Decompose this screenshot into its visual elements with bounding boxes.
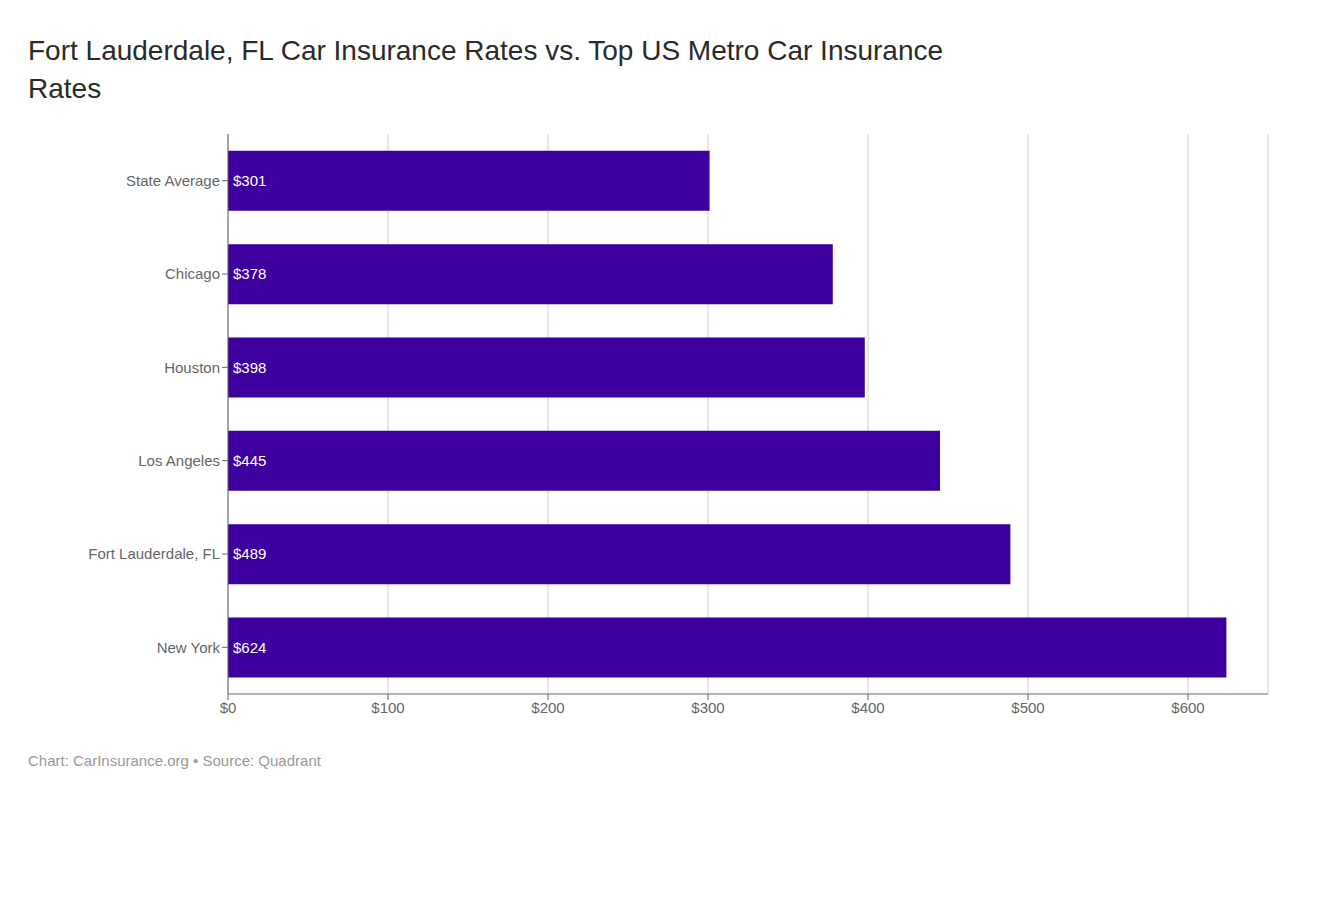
svg-text:$301: $301 — [233, 172, 266, 189]
svg-text:$500: $500 — [1011, 698, 1044, 715]
svg-text:$624: $624 — [233, 638, 266, 655]
html-text:Chart: CarInsurance.org • Sour: Chart: CarInsurance.org • Source: Quadra… — [28, 751, 321, 769]
svg-text:Los Angeles: Los Angeles — [138, 452, 220, 469]
svg-text:Houston: Houston — [164, 358, 220, 375]
svg-text:$445: $445 — [233, 452, 266, 469]
html-text:Rates: Rates — [28, 72, 102, 104]
svg-text:$489: $489 — [233, 545, 266, 562]
svg-text:$100: $100 — [371, 698, 404, 715]
svg-text:$378: $378 — [233, 265, 266, 282]
svg-text:$600: $600 — [1171, 698, 1204, 715]
html-text:Fort Lauderdale, FL Car Insura: Fort Lauderdale, FL Car Insurance Rates … — [28, 35, 944, 66]
svg-text:$400: $400 — [851, 698, 884, 715]
svg-text:State Average: State Average — [126, 172, 220, 189]
svg-text:$398: $398 — [233, 358, 266, 375]
svg-text:$200: $200 — [531, 698, 564, 715]
svg-text:Chicago: Chicago — [165, 265, 220, 282]
svg-text:New York: New York — [157, 638, 221, 655]
svg-text:Fort Lauderdale, FL: Fort Lauderdale, FL — [88, 545, 220, 562]
svg-text:$0: $0 — [220, 698, 237, 715]
svg-text:$300: $300 — [691, 698, 724, 715]
